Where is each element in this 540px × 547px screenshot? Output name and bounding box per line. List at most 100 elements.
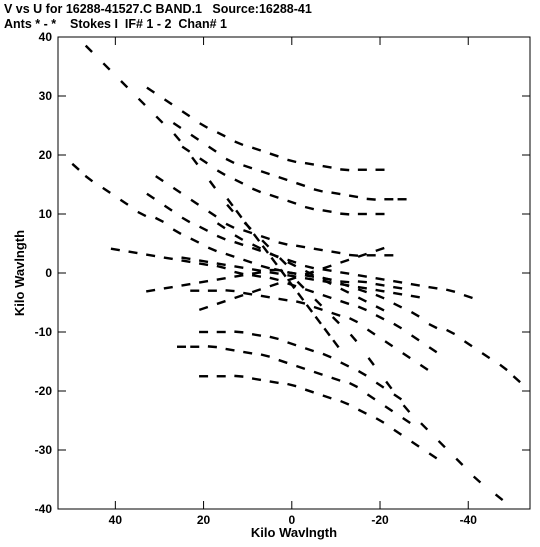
uv-track-7 (177, 345, 411, 424)
uv-point (357, 280, 367, 284)
uv-point (314, 298, 323, 307)
uv-point (278, 176, 288, 182)
uv-point (314, 315, 322, 325)
tick-labels: 40 20 0 -20 -40 40 30 20 10 0 -10 -20 -30 -40 (35, 30, 478, 527)
uv-point (313, 370, 323, 376)
y-tick-label: 10 (39, 207, 53, 221)
uv-point (207, 246, 218, 253)
uv-point (235, 209, 243, 219)
uv-point (481, 352, 491, 360)
uv-point (216, 276, 226, 281)
uv-point (278, 257, 287, 266)
x-tick-label: 0 (288, 513, 295, 527)
uv-track-2 (84, 44, 287, 266)
uv-point (296, 292, 305, 301)
uv-point (190, 133, 200, 141)
uv-point (260, 353, 270, 358)
uv-point (181, 282, 191, 287)
uv-point (146, 86, 156, 94)
uv-point (287, 258, 297, 264)
y-axis-label: Kilo Wavlngth (12, 230, 27, 316)
uv-point (145, 288, 156, 293)
uv-point (190, 198, 200, 206)
uv-point (349, 333, 358, 343)
chart-subtitle: Ants * - * Stokes I IF# 1 - 2 Chan# 1 (4, 17, 227, 31)
uv-point (499, 363, 508, 372)
uv-point (269, 152, 279, 158)
uv-point (367, 357, 375, 366)
uv-point (216, 264, 226, 270)
uv-point (348, 253, 359, 257)
x-tick-label: -20 (371, 513, 389, 527)
uv-point (357, 408, 367, 415)
uv-point (472, 475, 482, 484)
uv-point (207, 210, 217, 218)
uv-point (304, 264, 315, 270)
uv-point (269, 335, 279, 341)
uv-point (251, 288, 262, 294)
uv-point (393, 322, 403, 330)
y-tick-label: -20 (35, 384, 53, 398)
uv-point (234, 178, 244, 185)
uv-track-12 (155, 175, 394, 257)
uv-point (304, 161, 315, 166)
uv-point (348, 194, 359, 199)
uv-point (340, 282, 350, 287)
y-tick-label: 20 (39, 148, 53, 162)
uv-point (313, 247, 323, 252)
uv-point (251, 243, 262, 250)
uv-point (163, 204, 173, 212)
uv-point (304, 270, 315, 276)
uv-point (384, 340, 394, 348)
uv-point (295, 244, 306, 249)
uv-point (261, 245, 269, 254)
uv-point (128, 250, 138, 255)
uv-point (331, 250, 341, 255)
uv-point (198, 279, 209, 284)
uv-point (357, 274, 368, 278)
uv-point (199, 122, 209, 129)
uv-point (173, 133, 181, 142)
uv-point (181, 256, 191, 261)
uv-point (226, 197, 234, 207)
uv-point (270, 256, 278, 266)
uv-point (357, 285, 368, 290)
uv-point (243, 164, 253, 170)
uv-point (244, 221, 252, 231)
uv-point (119, 198, 129, 206)
uv-point (198, 262, 209, 267)
uv-point (402, 352, 411, 360)
uv-point (366, 393, 376, 401)
uv-point (172, 186, 182, 194)
data-marks (71, 44, 521, 501)
uv-point (304, 276, 315, 281)
uv-point (198, 305, 209, 311)
uv-track-10 (146, 192, 473, 300)
uv-point (340, 361, 350, 368)
uv-point (251, 274, 262, 278)
uv-point (243, 258, 253, 264)
uv-point (357, 288, 368, 294)
uv-point (234, 140, 244, 147)
uv-point (410, 334, 420, 342)
uv-point (251, 146, 262, 152)
uv-point (357, 252, 368, 258)
uv-point (313, 305, 323, 311)
uv-point (304, 388, 315, 394)
uv-track-9 (199, 330, 403, 401)
uv-point (322, 164, 332, 169)
uv-track-5 (199, 374, 438, 460)
uv-point (163, 285, 173, 290)
uv-point (163, 256, 173, 261)
uv-point (102, 62, 111, 71)
uv-point (313, 188, 323, 193)
uv-point (322, 394, 332, 400)
uv-point (243, 350, 253, 355)
uv-point (366, 328, 376, 336)
uv-point (304, 288, 315, 294)
uv-point (366, 197, 376, 201)
uv-point (357, 305, 367, 312)
uv-point (260, 264, 270, 270)
uv-point (428, 323, 438, 330)
uv-point (234, 274, 244, 278)
